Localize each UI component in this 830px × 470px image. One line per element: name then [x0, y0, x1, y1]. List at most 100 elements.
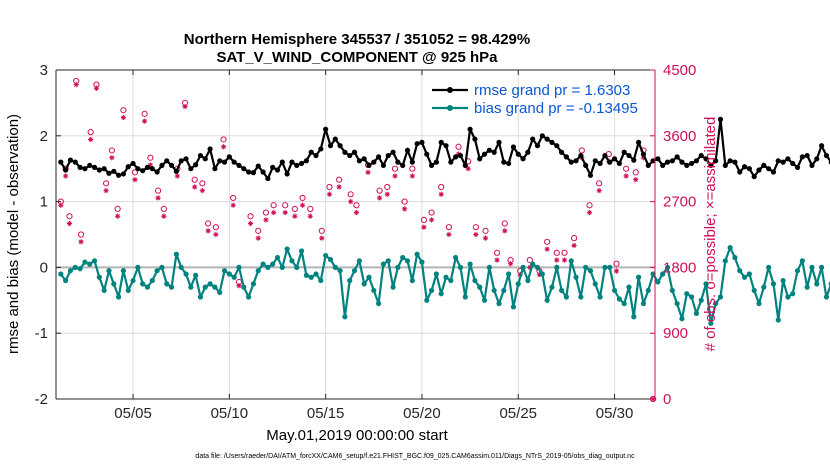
bias-point — [313, 271, 319, 277]
rmse-point — [351, 149, 358, 155]
rmse-point — [467, 126, 473, 132]
rmse-point — [616, 160, 622, 167]
rmse-point — [525, 149, 531, 155]
rmse-point — [96, 167, 102, 173]
x-axis-label: May.01,2019 00:00:00 start — [266, 427, 448, 444]
y-tick-label-left: 0 — [40, 259, 48, 276]
bias-point — [583, 264, 589, 270]
obs-assimilated-marker — [147, 162, 153, 168]
legend-bias-label: bias grand pr = -0.13495 — [474, 100, 638, 117]
y-tick-label-right: 2700 — [663, 194, 696, 211]
obs-possible-marker — [108, 147, 115, 154]
rmse-point — [270, 164, 276, 170]
rmse-point — [260, 169, 266, 175]
obs-assimilated-marker — [465, 166, 471, 172]
obs-possible-marker — [384, 183, 391, 191]
rmse-point — [178, 158, 184, 164]
bias-point — [250, 281, 257, 287]
rmse-point — [221, 159, 228, 165]
bias-point — [510, 304, 517, 310]
rmse-point — [433, 159, 439, 165]
rmse-point — [255, 163, 261, 169]
rmse-point — [149, 166, 155, 172]
obs-possible-marker — [270, 202, 277, 209]
rmse-point — [231, 159, 237, 165]
bias-point — [819, 264, 825, 270]
rmse-point — [356, 158, 362, 164]
obs-assimilated-marker — [93, 85, 100, 91]
obs-assimilated-marker — [544, 246, 550, 252]
bias-point — [799, 258, 805, 264]
rmse-point — [799, 154, 805, 160]
y-tick-label-left: -2 — [35, 391, 48, 408]
rmse-point — [395, 159, 401, 165]
rmse-point — [814, 156, 820, 162]
obs-assimilated-marker — [527, 264, 533, 270]
y-tick-label-right: 3600 — [663, 128, 696, 145]
bias-point — [356, 258, 362, 264]
bias-point — [111, 281, 117, 287]
bias-point — [790, 291, 796, 297]
rmse-point — [578, 152, 584, 159]
bias-point — [573, 274, 579, 280]
rmse-point — [520, 156, 526, 162]
obs-assimilated-marker — [236, 283, 242, 289]
bias-point — [308, 274, 314, 280]
rmse-point — [568, 159, 574, 165]
bias-point — [481, 297, 488, 303]
obs-possible-marker — [613, 260, 620, 267]
rmse-point — [703, 156, 709, 162]
bias-point — [77, 266, 83, 272]
rmse-point — [790, 160, 796, 167]
rmse-point — [101, 166, 107, 172]
obs-possible-marker — [561, 249, 568, 256]
rmse-point — [318, 146, 324, 152]
obs-possible-marker — [262, 209, 270, 216]
bias-point — [323, 252, 329, 259]
obs-possible-marker — [420, 216, 427, 223]
rmse-point — [448, 159, 454, 165]
rmse-point — [717, 116, 724, 122]
rmse-point — [298, 160, 305, 167]
bias-point — [708, 320, 714, 326]
obs-assimilated-marker — [502, 228, 508, 234]
bias-point — [390, 284, 396, 290]
bias-point — [265, 264, 271, 270]
rmse-point — [67, 157, 74, 163]
obs-assimilated-marker — [307, 213, 313, 219]
obs-assimilated-marker — [299, 202, 306, 208]
bias-point — [761, 284, 767, 290]
bias-point — [164, 281, 170, 287]
rmse-point — [554, 143, 560, 149]
rmse-point — [250, 170, 257, 176]
bias-point — [650, 271, 656, 277]
rmse-point — [371, 159, 377, 165]
obs-assimilated-marker — [365, 169, 371, 175]
obs-assimilated-marker — [109, 155, 115, 161]
obs-assimilated-marker — [596, 188, 602, 194]
rmse-point — [428, 162, 435, 169]
bias-point — [284, 246, 290, 252]
obs-possible-marker — [247, 213, 254, 220]
bias-point — [809, 264, 815, 270]
obs-assimilated-marker — [571, 242, 577, 249]
obs-assimilated-marker — [255, 235, 261, 241]
obs-assimilated-marker — [392, 173, 398, 179]
rmse-point — [631, 157, 637, 163]
bias-point — [202, 284, 208, 290]
bias-point — [231, 274, 237, 280]
bias-point — [376, 300, 382, 307]
bias-point — [135, 264, 141, 270]
rmse-point — [400, 162, 406, 169]
rmse-point — [688, 160, 695, 167]
rmse-point — [404, 147, 411, 153]
bias-point — [814, 281, 820, 287]
rmse-point — [63, 167, 69, 173]
bias-point — [597, 294, 603, 300]
obs-possible-marker — [376, 187, 383, 194]
rmse-point — [168, 162, 175, 169]
rmse-point — [419, 139, 425, 145]
obs-assimilated-marker — [66, 220, 73, 227]
obs-assimilated-marker — [58, 202, 64, 208]
rmse-point — [737, 169, 743, 175]
